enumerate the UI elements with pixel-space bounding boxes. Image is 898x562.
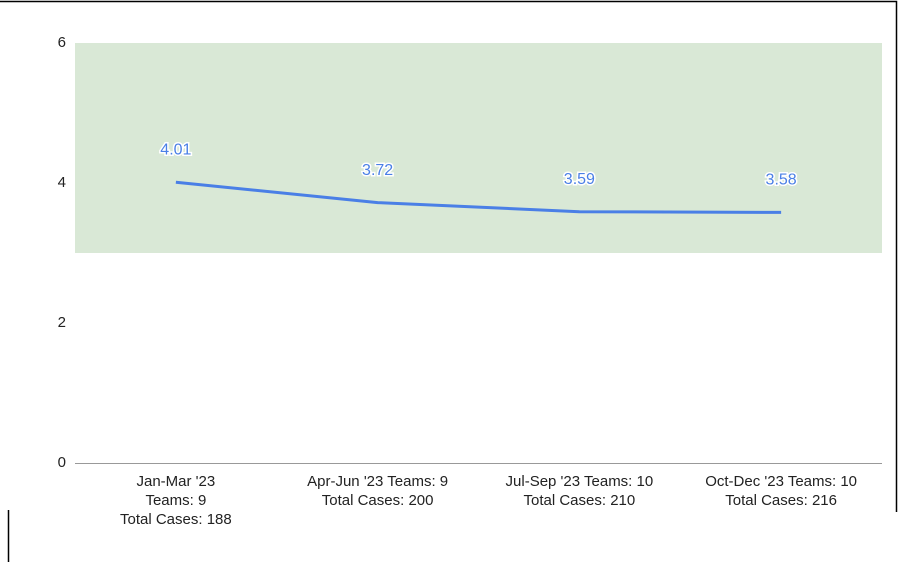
x-tick-label: Teams: 9 xyxy=(145,492,206,509)
y-tick-label: 2 xyxy=(58,314,66,331)
x-tick-label: Total Cases: 200 xyxy=(322,492,434,509)
data-label: 3.58 xyxy=(766,172,797,189)
data-label: 4.01 xyxy=(160,142,191,159)
x-tick-label: Oct-Dec '23 Teams: 10 xyxy=(705,473,857,490)
data-label: 3.72 xyxy=(362,162,393,179)
x-tick-label: Total Cases: 188 xyxy=(120,511,232,528)
y-tick-label: 6 xyxy=(58,34,66,51)
x-tick-label: Jul-Sep '23 Teams: 10 xyxy=(506,473,654,490)
x-tick-label: Total Cases: 210 xyxy=(524,492,636,509)
y-tick-label: 4 xyxy=(58,174,66,191)
y-tick-label: 0 xyxy=(58,454,66,471)
x-tick-label: Total Cases: 216 xyxy=(725,492,837,509)
line xyxy=(175,180,782,214)
target-band xyxy=(75,43,882,253)
data-label: 3.59 xyxy=(564,171,595,188)
x-tick-label: Jan-Mar '23 xyxy=(137,473,216,490)
x-tick-label: Apr-Jun '23 Teams: 9 xyxy=(307,473,448,490)
